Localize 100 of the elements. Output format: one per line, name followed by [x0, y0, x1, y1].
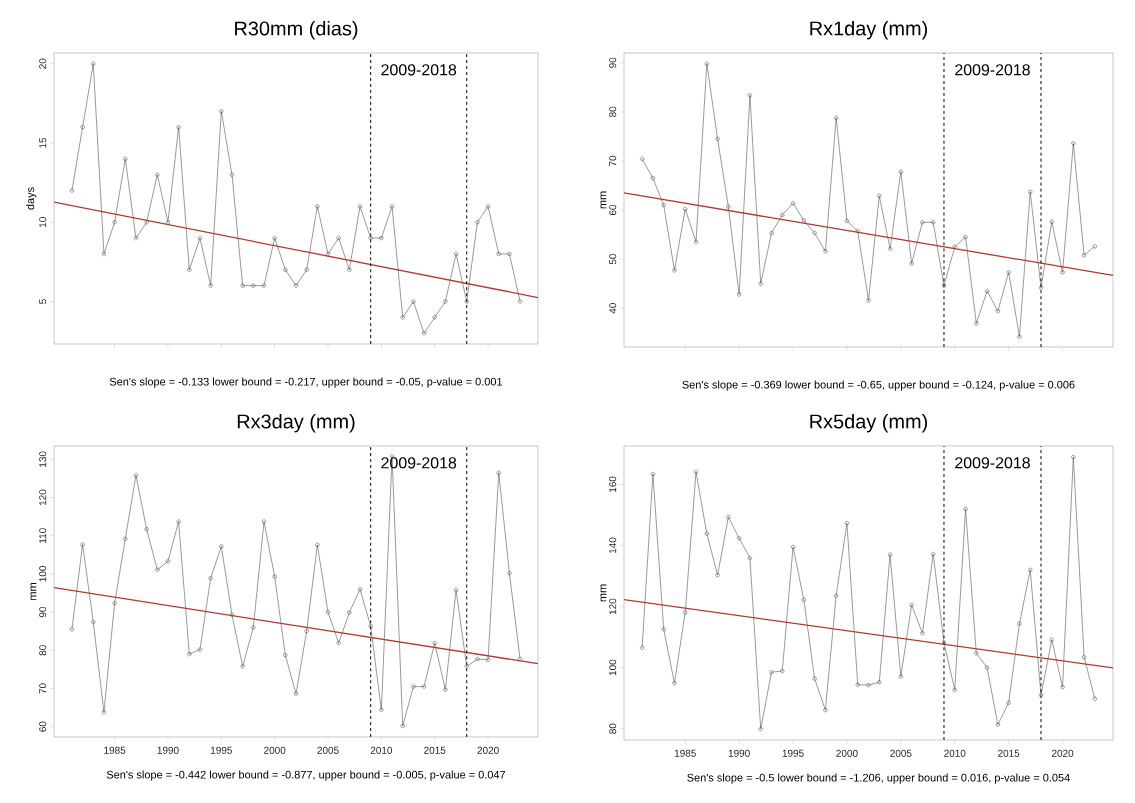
point — [101, 251, 107, 257]
point — [421, 331, 427, 336]
y-axis-title: mm — [30, 583, 37, 600]
y-tick-label: 90 — [39, 606, 47, 618]
point — [790, 544, 796, 550]
y-tick-label: 80 — [609, 723, 617, 734]
chart-title: R30mm (dias) — [235, 20, 358, 40]
point — [920, 631, 925, 636]
point — [155, 567, 160, 572]
point — [704, 61, 709, 66]
y-tick-label: 140 — [609, 537, 617, 554]
point — [187, 267, 192, 272]
point — [123, 536, 128, 541]
y-tick-label: 160 — [609, 476, 617, 492]
point — [1028, 567, 1033, 573]
point — [336, 640, 341, 646]
point — [475, 656, 480, 662]
y-tick-label: 70 — [39, 683, 47, 694]
y-tick-label: 100 — [609, 659, 617, 676]
point — [347, 610, 352, 615]
point — [898, 674, 903, 679]
y-tick-label: 20 — [39, 58, 47, 69]
point — [693, 239, 699, 245]
y-tick-label: 100 — [39, 565, 47, 582]
point — [379, 707, 384, 712]
y-tick-label: 50 — [609, 253, 617, 265]
x-tick-label: 1985 — [674, 749, 696, 757]
point — [1060, 270, 1065, 275]
point — [780, 668, 785, 674]
point — [507, 251, 512, 257]
y-tick-label: 70 — [609, 155, 617, 166]
text: Sen's slope = -0.5 lower bound = -1.206, upper bound = 0.016, p-value = 0.054 — [687, 773, 1070, 784]
point — [357, 587, 363, 592]
x-tick-label: 1985 — [104, 746, 126, 754]
point — [304, 267, 309, 272]
point — [453, 587, 459, 593]
point — [165, 559, 171, 564]
text: Sen's slope = -0.133 lower bound = -0.217, upper bound = -0.05, p-value = 0.001 — [109, 377, 503, 388]
point — [1028, 189, 1033, 194]
point — [866, 298, 871, 303]
point — [812, 231, 817, 236]
x-tick-label: 2000 — [836, 749, 858, 757]
y-tick-label: 80 — [39, 645, 47, 656]
y-tick-label: 90 — [609, 57, 617, 68]
y-tick-label: 5 — [39, 299, 47, 304]
point — [747, 93, 753, 98]
point — [844, 218, 850, 223]
point — [389, 204, 395, 209]
point — [507, 571, 512, 576]
point — [844, 521, 850, 526]
point — [261, 519, 267, 524]
point — [920, 220, 925, 225]
point — [650, 176, 655, 181]
y-tick-label: 130 — [39, 451, 47, 467]
point — [887, 246, 893, 251]
point — [325, 251, 331, 257]
annotation: 2009-2018 — [955, 64, 1030, 76]
point — [240, 283, 245, 288]
point — [737, 292, 742, 297]
point — [229, 172, 235, 177]
point — [866, 682, 871, 688]
point — [475, 220, 480, 225]
point — [726, 204, 731, 209]
point — [758, 726, 763, 732]
point — [336, 236, 341, 241]
point — [780, 212, 785, 218]
point — [790, 201, 796, 206]
annotation: 2009-2018 — [955, 457, 1030, 469]
point — [963, 234, 968, 240]
point — [101, 710, 107, 715]
point — [443, 687, 448, 692]
point — [683, 610, 688, 615]
y-tick-label: 80 — [609, 106, 617, 117]
point — [368, 236, 373, 241]
point — [91, 61, 96, 66]
point — [909, 602, 914, 608]
point — [801, 218, 806, 223]
point — [496, 251, 501, 257]
y-axis-title: mm — [600, 584, 607, 602]
x-tick-label: 2015 — [998, 749, 1020, 757]
point — [661, 627, 666, 632]
point — [325, 610, 331, 615]
point — [758, 281, 763, 286]
point — [411, 684, 416, 689]
point — [251, 283, 256, 288]
point — [283, 267, 288, 272]
point — [985, 288, 990, 294]
point — [304, 629, 309, 634]
point — [974, 651, 979, 656]
y-tick-label: 60 — [609, 204, 617, 216]
point — [347, 267, 352, 272]
text: Sen's slope = -0.369 lower bound = -0.65, upper bound = -0.124, p-value = 0.006 — [682, 380, 1075, 391]
point — [812, 676, 817, 681]
x-tick-label: 1990 — [157, 746, 179, 754]
point — [823, 249, 828, 254]
point — [1049, 219, 1054, 224]
x-tick-label: 1990 — [728, 749, 750, 757]
point — [251, 625, 256, 630]
point — [165, 220, 171, 225]
point — [801, 597, 806, 602]
